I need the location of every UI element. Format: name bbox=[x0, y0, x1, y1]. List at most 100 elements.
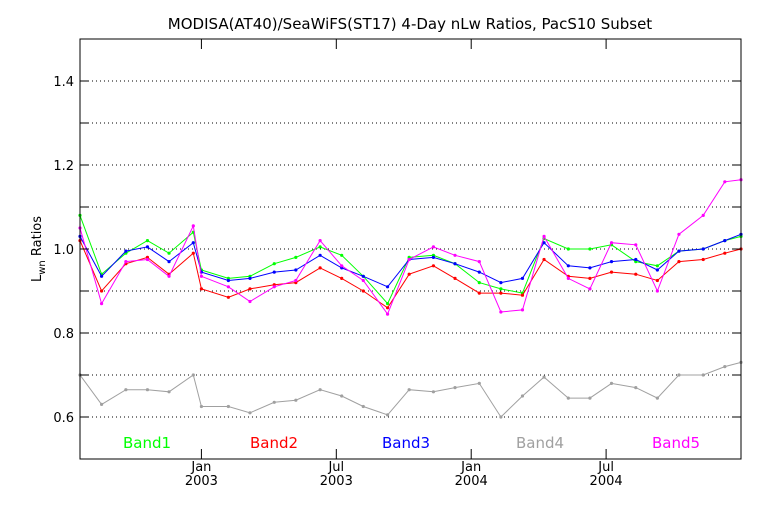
data-point bbox=[385, 306, 390, 310]
data-point bbox=[167, 274, 171, 278]
data-point bbox=[677, 249, 681, 253]
data-point bbox=[609, 270, 614, 274]
data-point bbox=[385, 312, 390, 316]
data-point bbox=[99, 289, 104, 293]
series-line bbox=[79, 179, 742, 316]
data-point bbox=[167, 251, 171, 255]
data-point bbox=[499, 281, 503, 285]
data-point bbox=[431, 390, 436, 394]
data-point bbox=[566, 276, 570, 280]
data-point bbox=[340, 276, 344, 280]
chart-title: MODISA(AT40)/SeaWiFS(ST17) 4-Day nLw Rat… bbox=[168, 15, 653, 33]
data-point bbox=[723, 251, 727, 255]
data-point bbox=[588, 276, 592, 280]
data-point bbox=[655, 289, 659, 293]
data-point bbox=[499, 287, 503, 291]
legend-entry-band3: Band3 bbox=[382, 434, 430, 452]
data-point bbox=[248, 411, 252, 415]
data-point bbox=[248, 287, 252, 291]
data-point bbox=[520, 394, 525, 398]
x-tick-label-month: Jan bbox=[190, 460, 211, 475]
data-point bbox=[124, 249, 128, 253]
data-point bbox=[453, 386, 457, 390]
data-point bbox=[723, 365, 727, 369]
data-point bbox=[199, 287, 204, 291]
data-point bbox=[99, 274, 104, 278]
data-point bbox=[145, 257, 150, 262]
data-point bbox=[477, 291, 481, 295]
data-point bbox=[385, 413, 390, 417]
data-point bbox=[199, 274, 204, 278]
data-point bbox=[655, 396, 659, 400]
legend-entry-band2: Band2 bbox=[250, 434, 298, 452]
data-point bbox=[542, 257, 546, 262]
data-point bbox=[609, 241, 614, 245]
data-point bbox=[272, 285, 276, 289]
y-tick-label: 0.6 bbox=[53, 411, 74, 426]
series-lines bbox=[78, 178, 743, 419]
data-point bbox=[701, 213, 705, 217]
data-point bbox=[361, 289, 365, 293]
data-point bbox=[431, 245, 436, 249]
data-point bbox=[294, 255, 298, 259]
data-point bbox=[655, 264, 659, 268]
data-point bbox=[318, 388, 322, 392]
data-point bbox=[385, 302, 390, 306]
y-axis-label: Lwn Ratios bbox=[30, 216, 48, 282]
data-point bbox=[634, 243, 638, 247]
data-point bbox=[566, 264, 570, 268]
data-point bbox=[318, 266, 322, 270]
data-point bbox=[407, 272, 411, 276]
data-point bbox=[542, 234, 546, 238]
data-point bbox=[407, 257, 411, 262]
data-point bbox=[634, 257, 638, 262]
y-axis-label-rest: Ratios bbox=[30, 216, 45, 261]
data-point bbox=[453, 262, 457, 266]
data-point bbox=[588, 287, 592, 291]
data-point bbox=[499, 415, 503, 419]
data-point bbox=[499, 291, 503, 295]
data-point bbox=[701, 257, 705, 262]
data-point bbox=[542, 375, 546, 379]
legend-entry-band5: Band5 bbox=[652, 434, 700, 452]
data-point bbox=[634, 272, 638, 276]
y-tick-label: 1.0 bbox=[53, 243, 74, 258]
x-tick-label-year: 2004 bbox=[455, 474, 488, 489]
data-point bbox=[477, 281, 481, 285]
data-point bbox=[340, 394, 344, 398]
y-axis-label-base: L bbox=[30, 274, 45, 282]
data-point bbox=[677, 260, 681, 264]
data-point bbox=[453, 276, 457, 280]
y-axis-label-subscript: wn bbox=[37, 260, 48, 275]
data-point bbox=[431, 264, 436, 268]
data-point bbox=[477, 260, 481, 264]
data-point bbox=[701, 373, 705, 377]
data-point bbox=[226, 404, 230, 409]
data-point bbox=[520, 293, 525, 297]
data-point bbox=[318, 239, 322, 243]
data-point bbox=[294, 398, 298, 402]
data-point bbox=[191, 251, 195, 255]
data-point bbox=[145, 245, 150, 249]
data-point bbox=[191, 373, 195, 377]
series-band3 bbox=[78, 232, 743, 289]
data-point bbox=[723, 180, 727, 184]
data-point bbox=[124, 388, 128, 392]
data-point bbox=[167, 260, 171, 264]
data-point bbox=[361, 404, 365, 409]
y-axis: 0.6 0.8 1.0 1.2 1.4 bbox=[53, 75, 741, 426]
data-point bbox=[477, 381, 481, 385]
x-tick-label-year: 2003 bbox=[185, 474, 218, 489]
data-point bbox=[248, 276, 252, 280]
series-band2 bbox=[78, 239, 743, 310]
data-point bbox=[226, 285, 230, 289]
x-tick-label-month: Jul bbox=[597, 460, 614, 475]
data-point bbox=[566, 396, 570, 400]
data-point bbox=[145, 239, 150, 243]
data-point bbox=[701, 247, 705, 251]
data-point bbox=[588, 266, 592, 270]
data-point bbox=[499, 310, 503, 314]
plot-frame bbox=[79, 38, 742, 460]
data-point bbox=[272, 270, 276, 274]
